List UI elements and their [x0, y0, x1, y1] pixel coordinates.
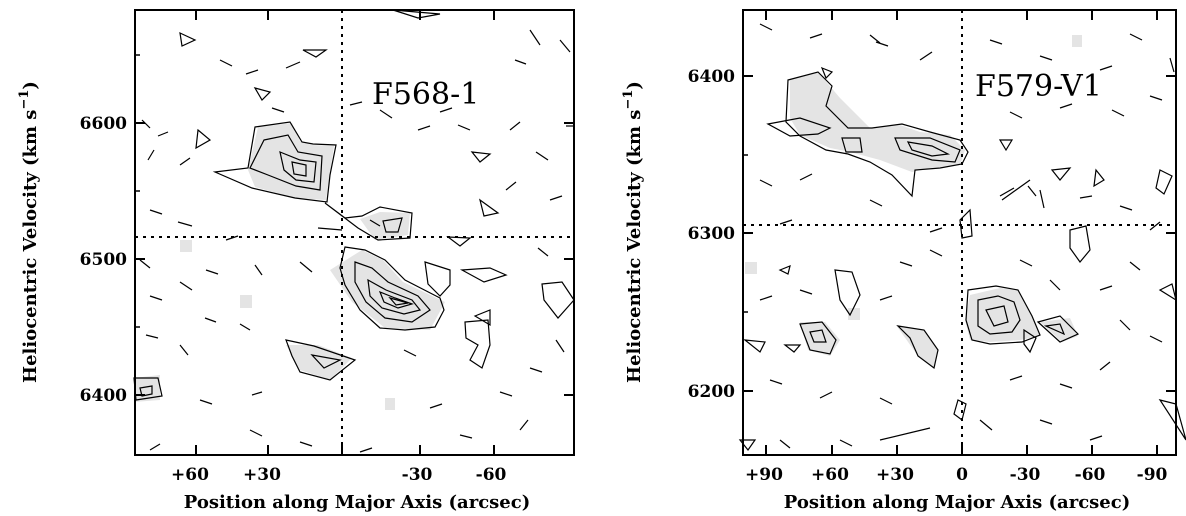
panel-f579-v1: 6200 6300 6400 +90 +60 +30 0 -30 -60 -90… — [621, 9, 1186, 513]
x-tick-label: -30 — [402, 465, 433, 485]
x-ticks-right — [765, 10, 1158, 455]
y-ticks-left — [135, 54, 574, 396]
noise-right — [759, 23, 1175, 449]
y-axis-title-left: Heliocentric Velocity (km s−1) — [17, 81, 41, 383]
noise-left — [139, 29, 574, 453]
gray-emission-left — [134, 123, 445, 410]
x-tick-label: -90 — [1137, 465, 1168, 485]
galaxy-label-right: F579-V1 — [975, 69, 1102, 104]
contours-left — [133, 9, 575, 401]
y-tick-label: 6200 — [688, 382, 735, 402]
y-tick-label: 6500 — [80, 250, 127, 270]
x-tick-label: +90 — [745, 465, 783, 485]
y-tick-label: 6400 — [688, 67, 735, 87]
panel-f568-1: 6400 6500 6600 +60 +30 -30 -60 F568-1 Po… — [17, 9, 575, 513]
x-tick-label: +30 — [243, 465, 281, 485]
x-tick-label: -60 — [1075, 465, 1106, 485]
plot-frame-left — [134, 9, 575, 456]
x-axis-title-left: Position along Major Axis (arcsec) — [184, 492, 530, 513]
y-tick-label: 6400 — [80, 386, 127, 406]
y-tick-label: 6300 — [688, 224, 735, 244]
x-axis-title-right: Position along Major Axis (arcsec) — [784, 492, 1130, 513]
y-axis-title-right: Heliocentric Velocity (km s−1) — [621, 81, 645, 383]
y-ticks-right — [743, 75, 1176, 392]
x-ticks-left — [195, 10, 495, 455]
x-tick-label: +60 — [171, 465, 209, 485]
x-tick-label: +30 — [876, 465, 914, 485]
x-tick-label: 0 — [956, 465, 968, 485]
x-tick-label: -30 — [1010, 465, 1041, 485]
y-tick-label: 6600 — [80, 114, 127, 134]
gray-emission-right — [745, 35, 1082, 368]
galaxy-label-left: F568-1 — [372, 77, 479, 112]
x-tick-label: +60 — [811, 465, 849, 485]
x-tick-label: -60 — [476, 465, 507, 485]
